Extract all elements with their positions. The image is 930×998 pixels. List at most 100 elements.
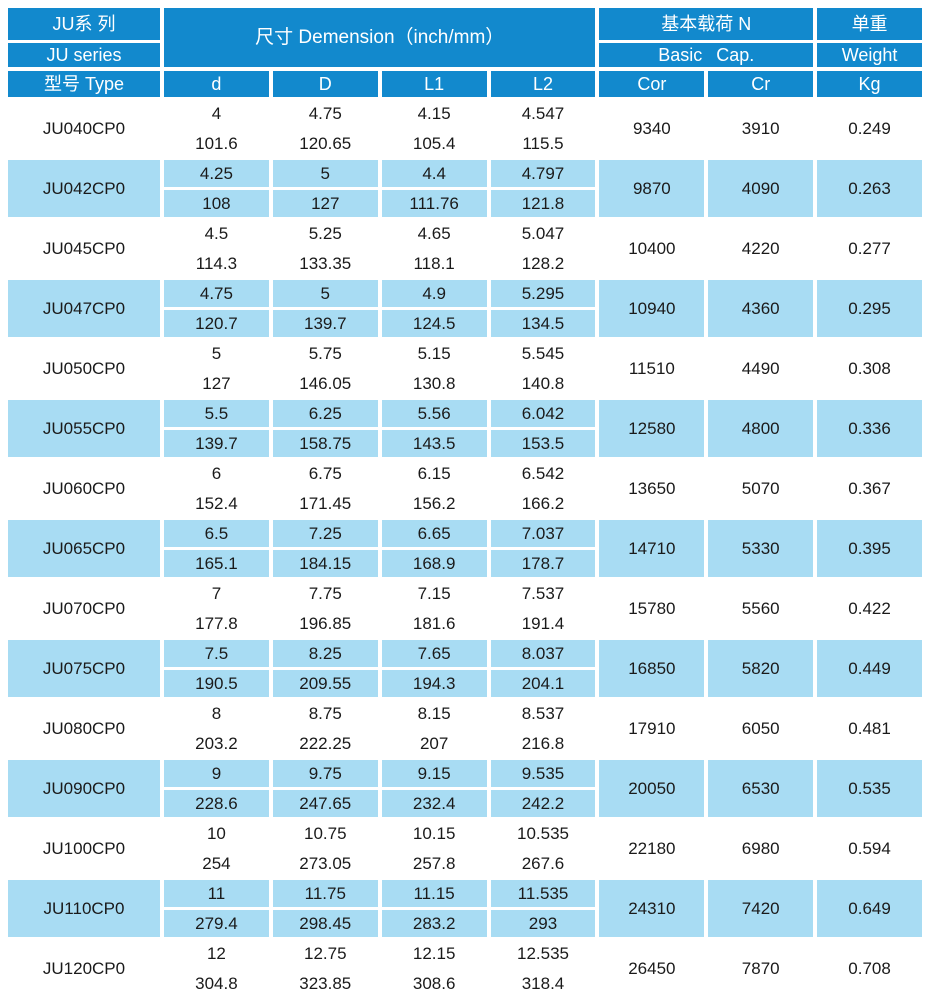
d-inch-cell: 11	[164, 880, 269, 907]
l1-mm-cell: 118.1	[413, 253, 455, 273]
cr-cell: 5820	[708, 640, 814, 697]
d-mm-cell: 273.05	[299, 853, 352, 873]
l2-inch-cell: 5.047	[521, 223, 565, 243]
l1-inch-cell: 10.15	[412, 823, 456, 843]
header-weight-en: Weight	[817, 43, 922, 67]
d-mm-cell: 114.3	[195, 253, 238, 273]
d-mm-cell: 120.7	[164, 310, 269, 337]
l2-inch-cell: 6.042	[490, 400, 596, 427]
d-mm-cell: 152.4	[195, 493, 238, 513]
header-series-zh: JU系 列	[8, 8, 160, 40]
cr-cell: 7870	[741, 958, 780, 978]
header-series-en: JU series	[8, 43, 160, 67]
d-inch-cell: 8.75	[308, 703, 342, 723]
d-mm-cell: 228.6	[164, 790, 269, 817]
kg-cell: 0.449	[817, 640, 922, 697]
cr-cell: 6050	[741, 718, 780, 738]
model-cell: JU040CP0	[42, 118, 126, 138]
model-cell: JU050CP0	[42, 358, 126, 378]
kg-cell: 0.649	[817, 880, 922, 937]
table-row: JU047CP0 4.75 120.7 5 139.7 4.9 124.5 5.295 134.…	[8, 280, 922, 337]
column-header-L1: L1	[381, 71, 487, 97]
column-header-L2: L2	[490, 71, 596, 97]
d-inch-cell: 10.75	[304, 823, 347, 843]
d-mm-cell: 127	[202, 373, 231, 393]
d-mm-cell: 177.8	[195, 613, 238, 633]
column-header-d: d	[164, 71, 269, 97]
cr-cell: 7420	[708, 880, 814, 937]
d-inch-cell: 6.5	[164, 520, 269, 547]
d-inch-cell: 6.25	[272, 400, 378, 427]
d-inch-cell: 8.25	[272, 640, 378, 667]
l2-mm-cell: 204.1	[490, 670, 596, 697]
d-mm-cell: 127	[272, 190, 378, 217]
cor-cell: 16850	[599, 640, 705, 697]
model-cell: JU065CP0	[8, 520, 160, 577]
l1-mm-cell: 257.8	[412, 853, 456, 873]
d-inch-cell: 9	[164, 760, 269, 787]
l1-mm-cell: 181.6	[412, 613, 456, 633]
d-inch-cell: 5	[211, 343, 222, 363]
header-type-label: 型号 Type	[8, 71, 160, 97]
l1-mm-cell: 283.2	[381, 910, 487, 937]
table-row: JU110CP0 11 279.4 11.75 298.45 11.15 283.2 11.5…	[8, 880, 922, 937]
l2-inch-cell: 7.537	[521, 583, 565, 603]
l1-inch-cell: 7.15	[417, 583, 451, 603]
kg-cell: 0.249	[848, 118, 891, 138]
table-row: JU042CP0 4.25 108 5 127 4.4 111.76 4.797 121.8 98…	[8, 160, 922, 217]
model-cell: JU042CP0	[8, 160, 160, 217]
kg-cell: 0.481	[848, 718, 891, 738]
l2-mm-cell: 134.5	[490, 310, 596, 337]
d-inch-cell: 5.25	[308, 223, 342, 243]
cr-cell: 6530	[708, 760, 814, 817]
d-mm-cell: 203.2	[195, 733, 238, 753]
d-mm-cell: 304.8	[195, 973, 238, 993]
table-row: JU050CP0 5 127 5.75 146.05 5.15 130.8 5.545 140.…	[8, 340, 922, 397]
kg-cell: 0.308	[848, 358, 891, 378]
cr-cell: 6980	[741, 838, 780, 858]
l2-inch-cell: 5.295	[490, 280, 596, 307]
model-cell: JU070CP0	[42, 598, 126, 618]
cr-cell: 4800	[708, 400, 814, 457]
d-mm-cell: 184.15	[272, 550, 378, 577]
l2-inch-cell: 8.537	[521, 703, 565, 723]
column-header-D: D	[272, 71, 378, 97]
kg-cell: 0.708	[848, 958, 891, 978]
kg-cell: 0.336	[817, 400, 922, 457]
l1-inch-cell: 11.15	[381, 880, 487, 907]
d-inch-cell: 7.25	[272, 520, 378, 547]
d-inch-cell: 7.5	[164, 640, 269, 667]
d-inch-cell: 7.75	[308, 583, 342, 603]
l1-mm-cell: 194.3	[381, 670, 487, 697]
l2-mm-cell: 115.5	[522, 133, 564, 153]
table-row: JU120CP0 12 304.8 12.75 323.85 12.15 308.6 12.5…	[8, 940, 922, 997]
model-cell: JU047CP0	[8, 280, 160, 337]
d-inch-cell: 4.25	[164, 160, 269, 187]
l2-inch-cell: 6.542	[521, 463, 565, 483]
column-header-Cor: Cor	[599, 71, 705, 97]
d-inch-cell: 7	[211, 583, 222, 603]
d-mm-cell: 279.4	[164, 910, 269, 937]
l2-inch-cell: 4.797	[490, 160, 596, 187]
kg-cell: 0.535	[817, 760, 922, 817]
d-mm-cell: 146.05	[299, 373, 352, 393]
kg-cell: 0.263	[817, 160, 922, 217]
kg-cell: 0.367	[848, 478, 891, 498]
l1-inch-cell: 12.15	[412, 943, 456, 963]
column-header-Cr: Cr	[708, 71, 814, 97]
cor-cell: 11510	[628, 358, 675, 378]
cor-cell: 15780	[628, 598, 676, 618]
l2-inch-cell: 4.547	[521, 103, 565, 123]
kg-cell: 0.422	[848, 598, 891, 618]
d-inch-cell: 9.75	[272, 760, 378, 787]
model-cell: JU080CP0	[42, 718, 126, 738]
d-mm-cell: 222.25	[299, 733, 352, 753]
cor-cell: 24310	[599, 880, 705, 937]
cor-cell: 26450	[628, 958, 676, 978]
table-row: JU060CP0 6 152.4 6.75 171.45 6.15 156.2 6.542 16…	[8, 460, 922, 517]
model-cell: JU075CP0	[8, 640, 160, 697]
l1-inch-cell: 4.15	[417, 103, 451, 123]
l2-mm-cell: 178.7	[490, 550, 596, 577]
table-row: JU055CP0 5.5 139.7 6.25 158.75 5.56 143.5 6.042…	[8, 400, 922, 457]
